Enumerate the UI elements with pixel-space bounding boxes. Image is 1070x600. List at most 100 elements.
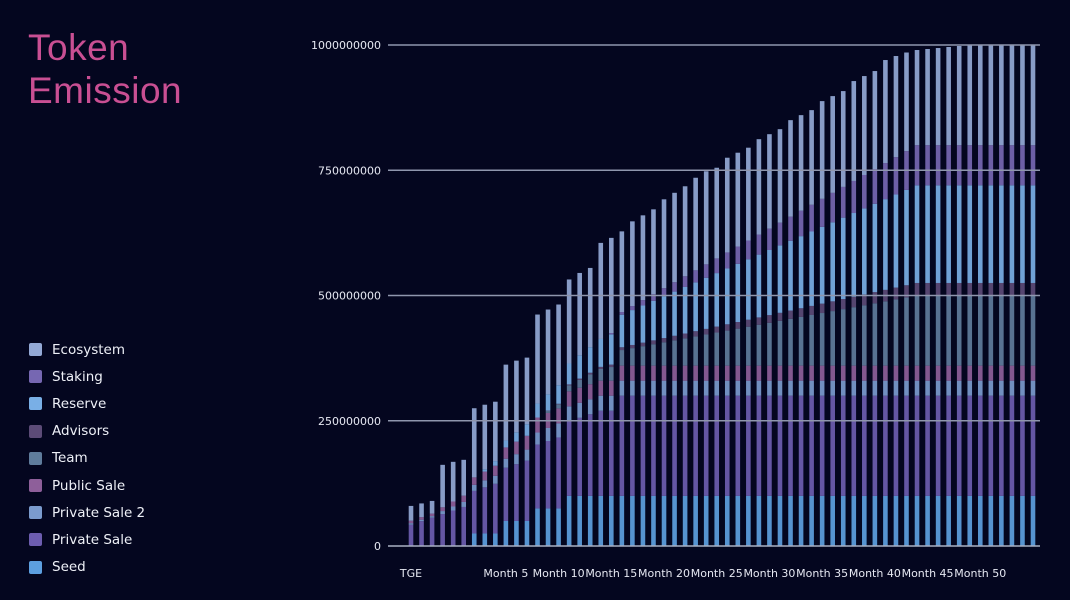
bar-segment-public-sale[interactable] bbox=[767, 365, 772, 381]
bar-segment-public-sale[interactable] bbox=[672, 365, 677, 381]
bar-segment-ecosystem[interactable] bbox=[724, 157, 730, 253]
bar-segment-team[interactable] bbox=[904, 297, 909, 366]
legend-item-private-sale-2[interactable]: Private Sale 2 bbox=[29, 499, 145, 526]
bar-segment-seed[interactable] bbox=[851, 495, 857, 546]
bar-segment-reserve[interactable] bbox=[914, 185, 920, 283]
bar-segment-public-sale[interactable] bbox=[514, 441, 519, 455]
bar-segment-ecosystem[interactable] bbox=[851, 81, 857, 181]
bar-segment-private-sale-2[interactable] bbox=[904, 380, 909, 396]
bar-segment-public-sale[interactable] bbox=[935, 365, 941, 381]
bar-segment-staking[interactable] bbox=[967, 145, 973, 186]
bar-segment-public-sale[interactable] bbox=[640, 365, 646, 381]
bar-segment-advisors[interactable] bbox=[1009, 282, 1015, 296]
bar-segment-staking[interactable] bbox=[1020, 145, 1025, 186]
bar-segment-reserve[interactable] bbox=[862, 208, 867, 295]
bar-segment-reserve[interactable] bbox=[977, 185, 983, 283]
bar-segment-seed[interactable] bbox=[693, 495, 698, 546]
bar-segment-private-sale-2[interactable] bbox=[819, 380, 825, 396]
bar-segment-reserve[interactable] bbox=[682, 286, 688, 334]
bar-segment-private-sale[interactable] bbox=[956, 395, 962, 496]
bar-segment-reserve[interactable] bbox=[1030, 185, 1036, 283]
bar-segment-advisors[interactable] bbox=[788, 310, 793, 319]
bar-segment-team[interactable] bbox=[746, 326, 751, 366]
bar-segment-advisors[interactable] bbox=[556, 403, 561, 405]
bar-segment-reserve[interactable] bbox=[746, 259, 751, 320]
legend-item-ecosystem[interactable]: Ecosystem bbox=[29, 336, 145, 363]
bar-segment-public-sale[interactable] bbox=[914, 365, 920, 381]
bar-segment-seed[interactable] bbox=[872, 495, 878, 546]
bar-segment-team[interactable] bbox=[830, 311, 835, 366]
bar-segment-staking[interactable] bbox=[893, 157, 899, 195]
bar-segment-public-sale[interactable] bbox=[840, 365, 846, 381]
bar-segment-public-sale[interactable] bbox=[756, 365, 762, 381]
bar-segment-team[interactable] bbox=[682, 338, 688, 366]
bar-segment-advisors[interactable] bbox=[735, 322, 741, 329]
bar-segment-private-sale-2[interactable] bbox=[872, 380, 878, 396]
bar-segment-private-sale[interactable] bbox=[514, 464, 519, 521]
bar-segment-ecosystem[interactable] bbox=[935, 48, 941, 146]
legend-item-reserve[interactable]: Reserve bbox=[29, 390, 145, 417]
bar-segment-ecosystem[interactable] bbox=[577, 272, 582, 356]
bar-segment-public-sale[interactable] bbox=[419, 517, 424, 520]
bar-segment-private-sale[interactable] bbox=[893, 395, 899, 496]
bar-segment-seed[interactable] bbox=[598, 495, 604, 546]
bar-segment-private-sale-2[interactable] bbox=[746, 380, 751, 396]
bar-segment-private-sale-2[interactable] bbox=[1009, 380, 1015, 396]
bar-segment-staking[interactable] bbox=[735, 246, 741, 264]
bar-segment-public-sale[interactable] bbox=[503, 447, 509, 459]
bar-segment-staking[interactable] bbox=[788, 216, 793, 241]
bar-segment-private-sale-2[interactable] bbox=[883, 380, 888, 396]
bar-segment-public-sale[interactable] bbox=[429, 513, 435, 517]
bar-segment-team[interactable] bbox=[935, 295, 941, 366]
bar-segment-advisors[interactable] bbox=[798, 308, 804, 317]
bar-segment-advisors[interactable] bbox=[598, 366, 604, 369]
bar-segment-private-sale-2[interactable] bbox=[914, 380, 920, 396]
bar-segment-private-sale[interactable] bbox=[419, 521, 424, 546]
bar-segment-advisors[interactable] bbox=[651, 340, 656, 345]
bar-segment-public-sale[interactable] bbox=[682, 365, 688, 381]
bar-segment-public-sale[interactable] bbox=[798, 365, 804, 381]
bar-segment-private-sale-2[interactable] bbox=[461, 501, 467, 507]
bar-segment-public-sale[interactable] bbox=[851, 365, 857, 381]
bar-segment-seed[interactable] bbox=[514, 520, 519, 546]
bar-segment-seed[interactable] bbox=[672, 495, 677, 546]
bar-segment-private-sale-2[interactable] bbox=[862, 380, 867, 396]
bar-segment-private-sale[interactable] bbox=[619, 395, 625, 496]
bar-segment-public-sale[interactable] bbox=[925, 365, 930, 381]
bar-segment-team[interactable] bbox=[840, 309, 846, 366]
bar-segment-seed[interactable] bbox=[999, 495, 1004, 546]
bar-segment-private-sale-2[interactable] bbox=[419, 519, 424, 522]
bar-segment-reserve[interactable] bbox=[577, 355, 582, 379]
bar-segment-ecosystem[interactable] bbox=[809, 110, 814, 205]
bar-segment-private-sale[interactable] bbox=[545, 441, 551, 509]
bar-segment-team[interactable] bbox=[577, 379, 582, 388]
bar-segment-public-sale[interactable] bbox=[714, 365, 720, 381]
bar-segment-team[interactable] bbox=[714, 332, 720, 366]
bar-segment-reserve[interactable] bbox=[514, 432, 519, 442]
bar-segment-private-sale-2[interactable] bbox=[1020, 380, 1025, 396]
bar-segment-public-sale[interactable] bbox=[577, 387, 582, 403]
bar-segment-private-sale-2[interactable] bbox=[724, 380, 730, 396]
bar-segment-reserve[interactable] bbox=[703, 277, 709, 329]
bar-segment-reserve[interactable] bbox=[893, 194, 899, 288]
bar-segment-private-sale-2[interactable] bbox=[840, 380, 846, 396]
bar-segment-reserve[interactable] bbox=[661, 296, 667, 339]
bar-segment-private-sale[interactable] bbox=[682, 395, 688, 496]
bar-segment-private-sale-2[interactable] bbox=[967, 380, 973, 396]
bar-segment-public-sale[interactable] bbox=[819, 365, 825, 381]
bar-segment-private-sale[interactable] bbox=[883, 395, 888, 496]
bar-segment-private-sale[interactable] bbox=[819, 395, 825, 496]
bar-segment-private-sale-2[interactable] bbox=[830, 380, 835, 396]
bar-segment-seed[interactable] bbox=[714, 495, 720, 546]
bar-segment-ecosystem[interactable] bbox=[777, 129, 783, 223]
bar-segment-private-sale-2[interactable] bbox=[809, 380, 814, 396]
bar-segment-ecosystem[interactable] bbox=[840, 91, 846, 187]
bar-segment-team[interactable] bbox=[630, 348, 635, 366]
bar-segment-staking[interactable] bbox=[999, 145, 1004, 186]
bar-segment-seed[interactable] bbox=[914, 495, 920, 546]
bar-segment-ecosystem[interactable] bbox=[735, 152, 741, 247]
bar-segment-private-sale-2[interactable] bbox=[956, 380, 962, 396]
bar-segment-seed[interactable] bbox=[735, 495, 741, 546]
bar-segment-seed[interactable] bbox=[566, 495, 572, 546]
bar-segment-team[interactable] bbox=[956, 295, 962, 366]
